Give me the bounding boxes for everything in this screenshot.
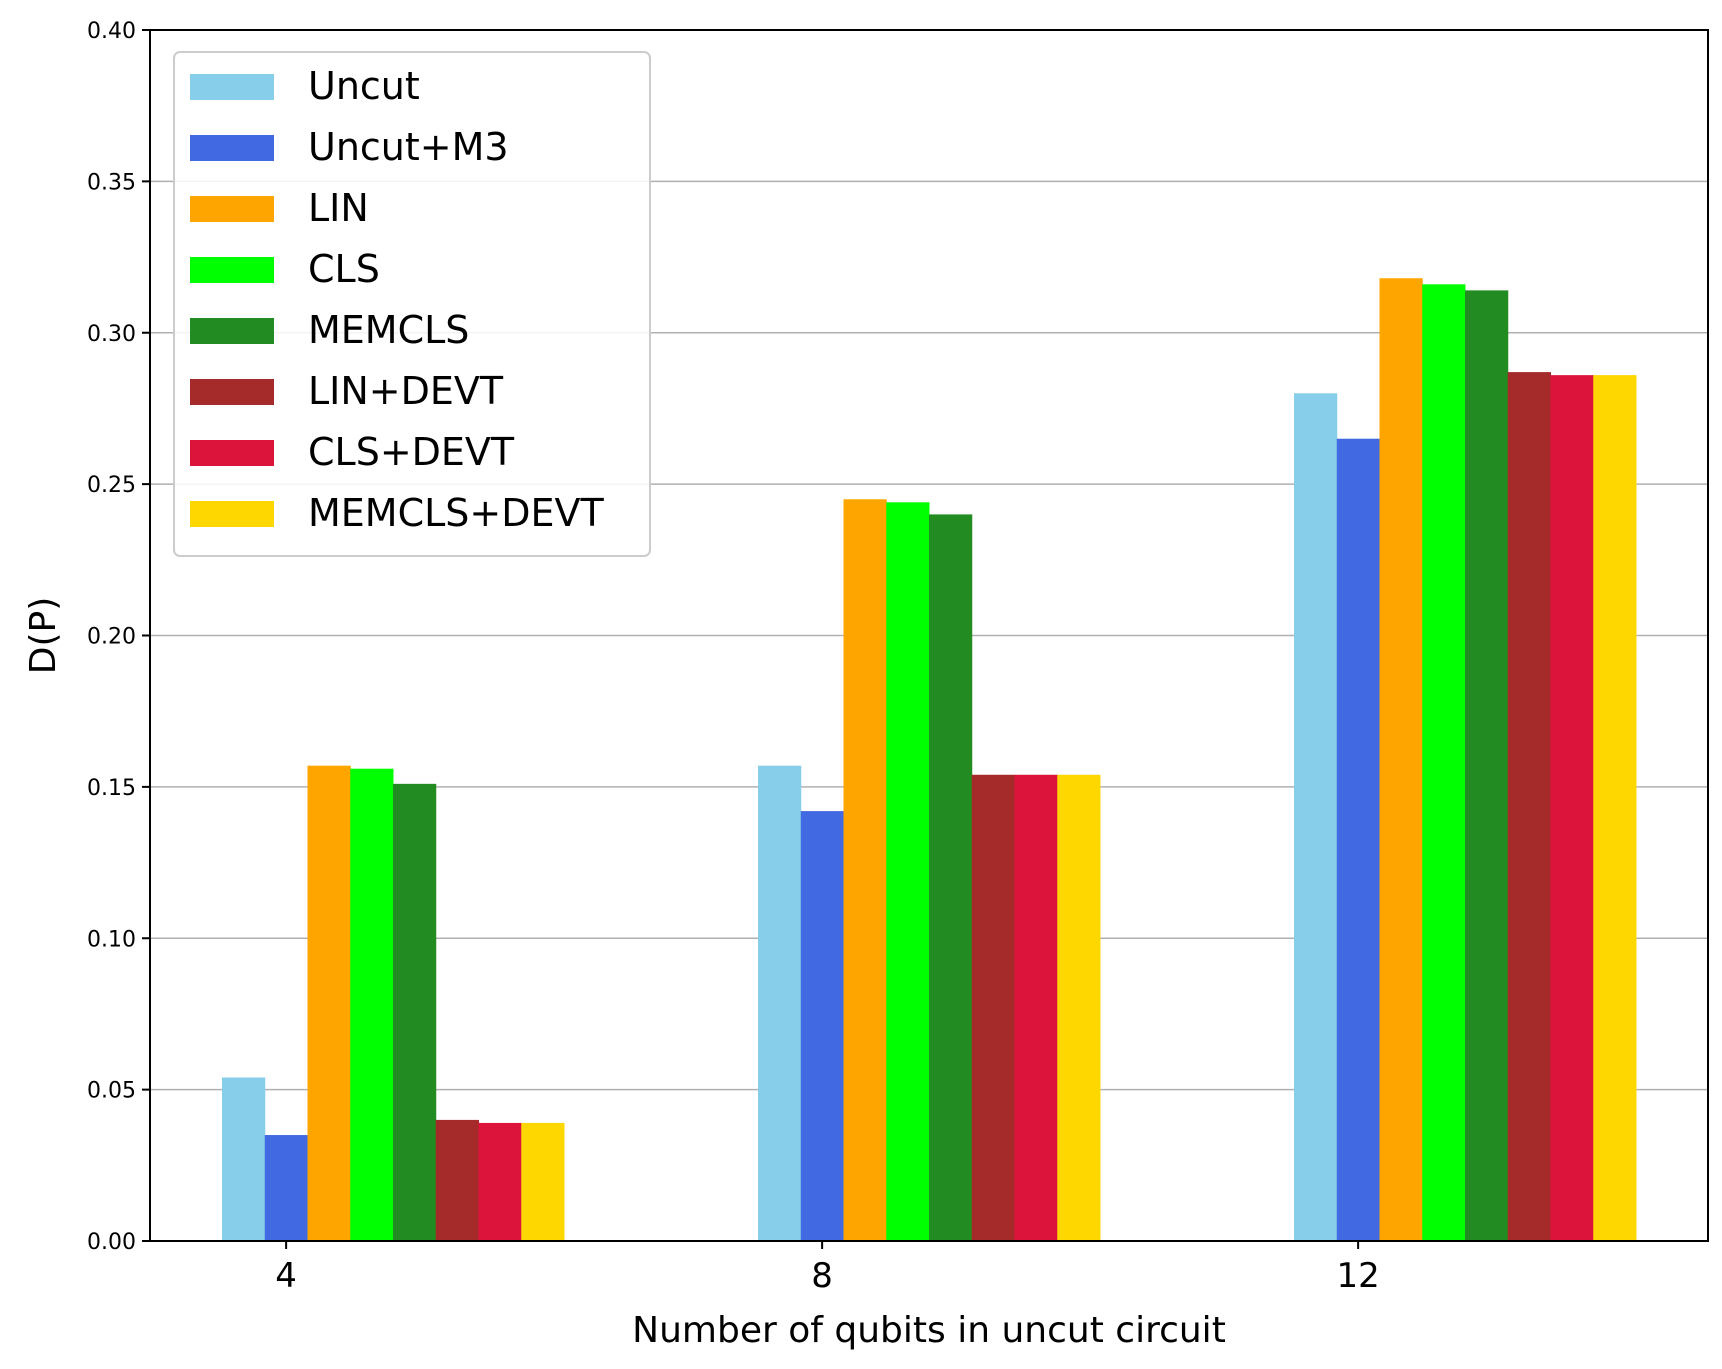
- legend: Uncut Uncut+M3 LIN CLS MEMCLS LIN+DEVT CLS+DEV…: [173, 51, 651, 557]
- y-tick-label: 0.35: [87, 170, 136, 195]
- bar: [393, 783, 437, 1241]
- y-tick-label: 0.05: [87, 1079, 136, 1104]
- legend-box: [173, 51, 651, 557]
- legend-swatch: [190, 440, 274, 466]
- bar: [1294, 393, 1338, 1241]
- bar: [1550, 375, 1594, 1241]
- bar: [264, 1135, 308, 1241]
- bar: [1057, 774, 1101, 1241]
- x-tick-label: 8: [811, 1256, 833, 1296]
- bar: [758, 765, 802, 1241]
- legend-entry-label: LIN: [308, 186, 369, 230]
- bar: [222, 1077, 266, 1241]
- legend-entry-label: LIN+DEVT: [308, 369, 504, 413]
- bar: [1593, 375, 1637, 1241]
- y-axis: 0.00 0.05 0.10 0.15 0.20 0.25 0.30 0.35 0.40: [87, 19, 150, 1255]
- bar: [971, 774, 1015, 1241]
- legend-entry-label: CLS+DEVT: [308, 430, 515, 474]
- legend-swatch: [190, 74, 274, 100]
- legend-swatch: [190, 318, 274, 344]
- bar: [1507, 372, 1551, 1241]
- bar: [1014, 774, 1058, 1241]
- x-axis: 4 8 12: [275, 1241, 1380, 1296]
- bar: [350, 768, 394, 1241]
- y-axis-label: D(P): [23, 597, 64, 675]
- bar: [800, 811, 844, 1241]
- x-tick-label: 12: [1336, 1256, 1379, 1296]
- bars: [222, 278, 1637, 1241]
- legend-swatch: [190, 501, 274, 527]
- bar: [1465, 290, 1509, 1241]
- legend-swatch: [190, 196, 274, 222]
- bar: [435, 1119, 479, 1241]
- legend-swatch: [190, 135, 274, 161]
- bar: [1379, 278, 1423, 1241]
- y-tick-label: 0.15: [87, 776, 136, 801]
- legend-entry-label: Uncut: [308, 64, 420, 108]
- legend-swatch: [190, 379, 274, 405]
- legend-entry-label: MEMCLS: [308, 308, 469, 352]
- bar: [1336, 438, 1380, 1241]
- bar: [307, 765, 351, 1241]
- bar: [478, 1122, 522, 1241]
- x-tick-label: 4: [275, 1256, 297, 1296]
- bar: [929, 514, 973, 1241]
- legend-swatch: [190, 257, 274, 283]
- legend-entry-label: CLS: [308, 247, 380, 291]
- bar: [886, 502, 930, 1241]
- bar: [521, 1122, 565, 1241]
- y-tick-label: 0.10: [87, 927, 136, 952]
- bar: [1422, 284, 1466, 1241]
- y-tick-label: 0.40: [87, 19, 136, 44]
- y-tick-label: 0.30: [87, 322, 136, 347]
- x-axis-label: Number of qubits in uncut circuit: [632, 1310, 1226, 1351]
- y-tick-label: 0.00: [87, 1230, 136, 1255]
- legend-entry-label: Uncut+M3: [308, 125, 509, 169]
- legend-entry-label: MEMCLS+DEVT: [308, 491, 605, 535]
- y-tick-label: 0.20: [87, 625, 136, 650]
- bar: [843, 499, 887, 1241]
- y-tick-label: 0.25: [87, 473, 136, 498]
